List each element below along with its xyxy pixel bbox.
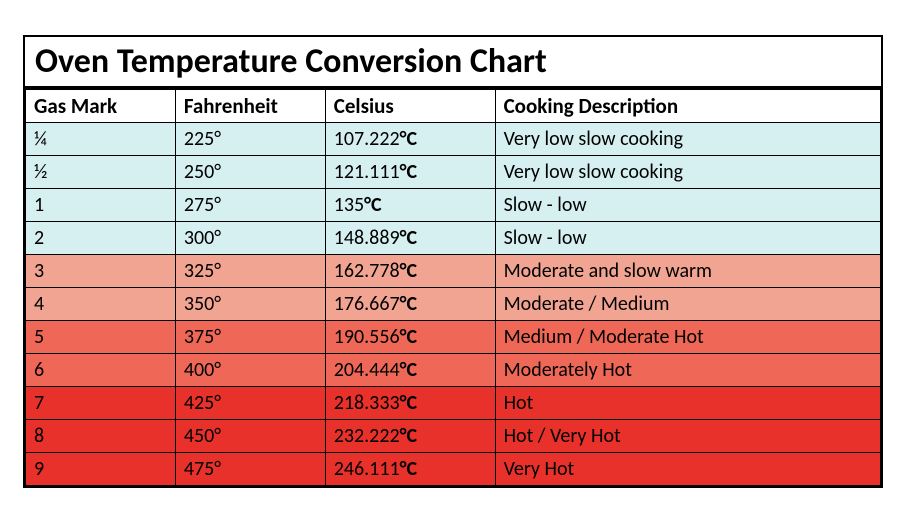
cell-gas-mark: 8	[26, 419, 176, 452]
table-row: 6400°204.444°CModerately Hot	[26, 353, 881, 386]
cell-fahrenheit: 225°	[175, 122, 325, 155]
cell-gas-mark: 4	[26, 287, 176, 320]
cell-fahrenheit: 350°	[175, 287, 325, 320]
cell-description: Moderate and slow warm	[495, 254, 880, 287]
table-header-row: Gas Mark Fahrenheit Celsius Cooking Desc…	[26, 89, 881, 123]
cell-fahrenheit: 300°	[175, 221, 325, 254]
table-row: 3325°162.778°CModerate and slow warm	[26, 254, 881, 287]
cell-celsius: 218.333°C	[325, 386, 495, 419]
table-row: ¼225°107.222°CVery low slow cooking	[26, 122, 881, 155]
cell-celsius: 121.111°C	[325, 155, 495, 188]
cell-gas-mark: 3	[26, 254, 176, 287]
cell-description: Moderately Hot	[495, 353, 880, 386]
cell-description: Hot / Very Hot	[495, 419, 880, 452]
cell-fahrenheit: 475°	[175, 452, 325, 485]
col-header-fahrenheit: Fahrenheit	[175, 89, 325, 123]
table-row: 9475°246.111°CVery Hot	[26, 452, 881, 485]
cell-celsius: 107.222°C	[325, 122, 495, 155]
cell-celsius: 176.667°C	[325, 287, 495, 320]
col-header-celsius: Celsius	[325, 89, 495, 123]
table-row: 7425°218.333°CHot	[26, 386, 881, 419]
table-row: 4350°176.667°CModerate / Medium	[26, 287, 881, 320]
cell-fahrenheit: 450°	[175, 419, 325, 452]
cell-gas-mark: ½	[26, 155, 176, 188]
col-header-gas-mark: Gas Mark	[26, 89, 176, 123]
cell-gas-mark: 5	[26, 320, 176, 353]
table-row: 8450°232.222°CHot / Very Hot	[26, 419, 881, 452]
cell-description: Very low slow cooking	[495, 155, 880, 188]
cell-gas-mark: ¼	[26, 122, 176, 155]
cell-description: Hot	[495, 386, 880, 419]
cell-celsius: 135°C	[325, 188, 495, 221]
cell-gas-mark: 9	[26, 452, 176, 485]
cell-gas-mark: 2	[26, 221, 176, 254]
cell-gas-mark: 1	[26, 188, 176, 221]
cell-celsius: 148.889°C	[325, 221, 495, 254]
cell-celsius: 190.556°C	[325, 320, 495, 353]
cell-fahrenheit: 425°	[175, 386, 325, 419]
cell-description: Medium / Moderate Hot	[495, 320, 880, 353]
cell-description: Very Hot	[495, 452, 880, 485]
cell-fahrenheit: 325°	[175, 254, 325, 287]
conversion-chart: Oven Temperature Conversion Chart Gas Ma…	[23, 35, 883, 488]
table-row: 1275°135°CSlow - low	[26, 188, 881, 221]
cell-celsius: 162.778°C	[325, 254, 495, 287]
table-row: ½250°121.111°CVery low slow cooking	[26, 155, 881, 188]
cell-fahrenheit: 275°	[175, 188, 325, 221]
col-header-description: Cooking Description	[495, 89, 880, 123]
cell-celsius: 204.444°C	[325, 353, 495, 386]
cell-gas-mark: 6	[26, 353, 176, 386]
table-row: 2300°148.889°CSlow - low	[26, 221, 881, 254]
cell-fahrenheit: 400°	[175, 353, 325, 386]
conversion-table: Gas Mark Fahrenheit Celsius Cooking Desc…	[25, 88, 881, 486]
cell-gas-mark: 7	[26, 386, 176, 419]
cell-fahrenheit: 375°	[175, 320, 325, 353]
cell-celsius: 232.222°C	[325, 419, 495, 452]
chart-title: Oven Temperature Conversion Chart	[25, 37, 881, 88]
cell-description: Slow - low	[495, 188, 880, 221]
cell-celsius: 246.111°C	[325, 452, 495, 485]
cell-description: Moderate / Medium	[495, 287, 880, 320]
cell-fahrenheit: 250°	[175, 155, 325, 188]
cell-description: Slow - low	[495, 221, 880, 254]
table-row: 5375°190.556°CMedium / Moderate Hot	[26, 320, 881, 353]
table-body: ¼225°107.222°CVery low slow cooking½250°…	[26, 122, 881, 485]
cell-description: Very low slow cooking	[495, 122, 880, 155]
